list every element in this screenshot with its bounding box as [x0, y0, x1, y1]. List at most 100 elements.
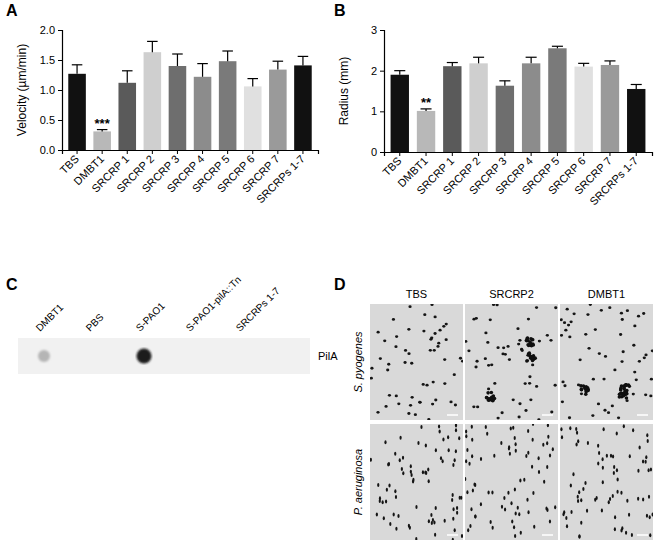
- cell: [584, 481, 586, 485]
- cell: [502, 346, 505, 349]
- error-bar: [72, 65, 83, 74]
- error-bar: [247, 79, 258, 87]
- cell: [430, 513, 432, 517]
- column-label: DMBT1: [588, 288, 625, 300]
- cell: [538, 470, 540, 474]
- cell: [532, 438, 534, 442]
- axis-line: [63, 151, 319, 155]
- cell: [572, 312, 575, 315]
- cell: [616, 468, 618, 472]
- cell: [427, 418, 430, 420]
- cell: [456, 506, 458, 510]
- error-bar: [447, 63, 458, 67]
- cell: [649, 515, 651, 519]
- cell: [466, 490, 468, 494]
- cell: [586, 509, 588, 513]
- cell: [632, 393, 635, 396]
- micrograph-background: [465, 424, 558, 540]
- cell: [411, 396, 414, 399]
- cell: [458, 436, 460, 440]
- error-stem: [152, 41, 153, 52]
- cell: [389, 522, 391, 526]
- cell: [570, 510, 572, 514]
- cell: [384, 440, 386, 444]
- cell-clump: [531, 357, 535, 361]
- cell: [632, 428, 634, 432]
- tick: 0.0: [40, 144, 62, 156]
- cell: [465, 430, 467, 434]
- cell: [578, 535, 580, 539]
- cell: [474, 515, 476, 519]
- cell: [487, 491, 489, 495]
- cell: [420, 425, 422, 429]
- cell: [403, 361, 406, 364]
- cell: [443, 382, 446, 385]
- cell: [570, 483, 572, 487]
- cell: [614, 515, 616, 519]
- cell: [404, 349, 407, 352]
- cell: [487, 364, 490, 367]
- cell: [449, 401, 452, 404]
- panel-label: A: [6, 2, 18, 19]
- micrograph: [465, 424, 558, 540]
- cell: [425, 384, 428, 387]
- cell: [527, 510, 529, 514]
- micrograph-background: [560, 424, 653, 540]
- cell: [489, 318, 492, 321]
- cell-clump: [582, 384, 586, 388]
- cell: [429, 349, 432, 352]
- cell: [407, 412, 410, 415]
- error-cap: [298, 56, 309, 57]
- cell: [409, 404, 412, 407]
- bar: [627, 89, 645, 152]
- error-bar: [394, 71, 405, 75]
- cell: [564, 329, 567, 332]
- tick-mark: [302, 150, 303, 154]
- bar: [269, 70, 287, 150]
- cell: [504, 507, 506, 511]
- cell: [523, 478, 525, 482]
- cell: [591, 414, 594, 417]
- tick: 0: [371, 146, 384, 158]
- cell: [435, 506, 437, 510]
- cell: [442, 459, 444, 463]
- cell: [455, 449, 457, 453]
- cell: [532, 491, 534, 495]
- figure: ABCDTBSDMBT1SRCRP 1SRCRP 2SRCRP 3SRCRP 4…: [0, 0, 658, 550]
- cell: [370, 377, 373, 380]
- bar: [244, 86, 262, 150]
- cell: [501, 505, 503, 509]
- cell: [622, 350, 625, 353]
- cell: [431, 403, 434, 406]
- cell: [638, 360, 641, 363]
- cell: [580, 392, 583, 395]
- protein-label: PilA: [318, 350, 338, 362]
- cell: [423, 313, 426, 316]
- cell: [518, 402, 521, 405]
- cell-clump: [620, 384, 624, 388]
- cell: [395, 335, 398, 338]
- error-cap: [578, 63, 589, 64]
- cell: [507, 491, 509, 495]
- cell: [385, 500, 387, 504]
- lane-label: S-PAO1: [134, 300, 167, 333]
- tick-mark: [202, 150, 203, 154]
- cell: [620, 312, 623, 315]
- cell: [554, 384, 557, 387]
- cell: [501, 411, 504, 414]
- cell: [592, 378, 595, 381]
- cell: [565, 516, 567, 520]
- tick: SRCRPs 1-7: [587, 152, 640, 207]
- scale-bar: [447, 534, 458, 536]
- cell: [491, 491, 493, 495]
- cell-clump: [527, 352, 531, 356]
- cell: [535, 385, 538, 388]
- cell: [649, 533, 651, 537]
- micrograph-background: [560, 304, 653, 420]
- cell: [394, 345, 397, 348]
- cell: [484, 357, 487, 360]
- tick-mark: [58, 150, 62, 151]
- cell-clump: [618, 395, 622, 399]
- cell: [531, 465, 533, 469]
- cell: [397, 514, 399, 518]
